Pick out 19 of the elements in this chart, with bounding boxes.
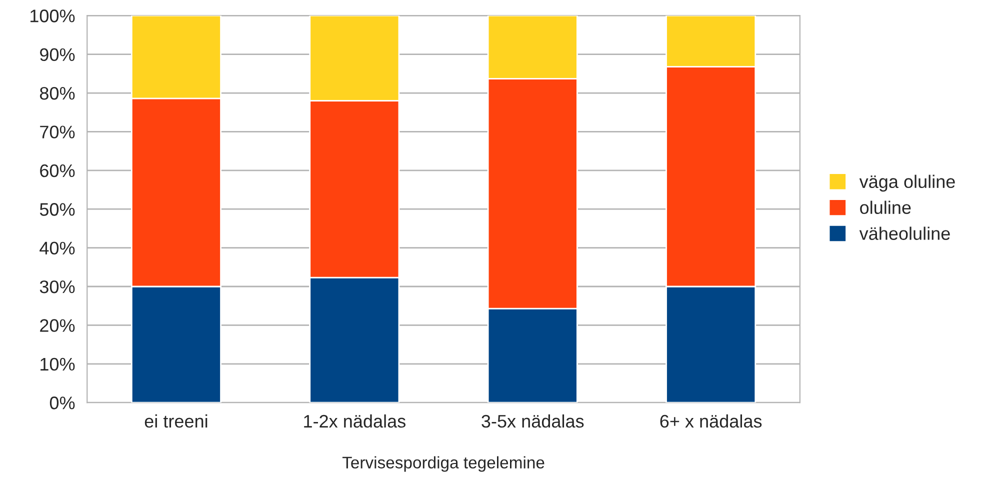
x-tick-label: ei treeni [144,414,208,428]
x-tick-label: 3-5x nädalas [482,414,584,428]
y-tick-label: 30% [40,280,75,294]
x-tick-label: 1-2x nädalas [304,414,406,428]
x-tick-label: 6+ x nädalas [660,414,762,428]
y-tick-label: 40% [40,242,75,255]
y-tick-label: 0% [50,396,75,410]
legend-label: oluline [860,200,911,214]
x-axis-title: Tervisespordiga tegelemine [342,456,544,472]
y-tick-label: 100% [30,10,75,22]
legend-label: väheoluline [859,226,950,240]
y-tick-label: 50% [40,203,75,216]
y-tick-label: 60% [40,164,75,178]
y-tick-label: 70% [40,126,75,138]
y-tick-label: 90% [40,48,75,62]
y-tick-label: 20% [40,319,75,332]
legend-label: väga oluline [859,174,955,192]
y-tick-label: 80% [40,86,75,100]
y-tick-label: 10% [40,358,75,371]
